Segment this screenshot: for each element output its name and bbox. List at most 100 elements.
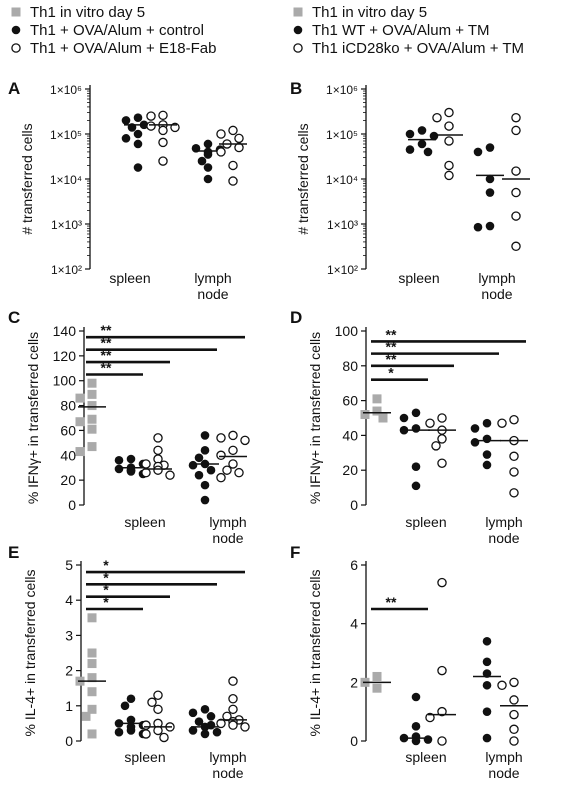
data-point-square bbox=[11, 7, 21, 17]
panel-label: E bbox=[8, 543, 19, 562]
data-point-filled bbox=[485, 174, 495, 184]
data-point-filled bbox=[417, 126, 427, 135]
data-point-square bbox=[75, 417, 85, 427]
data-point-square bbox=[360, 410, 370, 420]
data-point-filled bbox=[121, 134, 131, 143]
y-axis-label: # transferred cells bbox=[295, 123, 311, 234]
data-point-filled bbox=[11, 25, 21, 35]
data-point-open bbox=[228, 176, 238, 186]
data-point-filled bbox=[126, 454, 136, 464]
y-tick-label: 1×10² bbox=[327, 263, 358, 277]
data-point-open bbox=[444, 160, 454, 171]
data-point-open bbox=[228, 459, 238, 469]
panel-C: C 0 20 40 60 80 100 120 140 % IFNγ+ in transferre… bbox=[8, 308, 250, 546]
data-point-open bbox=[234, 467, 244, 478]
data-point-filled bbox=[411, 424, 421, 433]
data-point-filled bbox=[126, 715, 136, 725]
x-category-label: spleen bbox=[124, 514, 165, 530]
data-point-filled bbox=[470, 438, 480, 447]
data-point-open bbox=[444, 121, 454, 131]
data-point-open bbox=[228, 160, 238, 171]
data-point-filled bbox=[482, 680, 492, 690]
data-point-square bbox=[87, 442, 97, 452]
data-point-open bbox=[509, 677, 519, 688]
data-point-filled bbox=[482, 707, 492, 716]
data-point-open bbox=[511, 166, 521, 176]
data-point-filled bbox=[423, 735, 433, 744]
y-tick-label: 120 bbox=[53, 348, 77, 364]
y-tick-label: 5 bbox=[65, 557, 73, 573]
data-point-filled bbox=[473, 222, 483, 232]
data-point-filled bbox=[188, 708, 198, 718]
x-category-label: node bbox=[488, 530, 519, 546]
data-point-filled bbox=[423, 147, 433, 157]
y-tick-label: 1×10⁶ bbox=[326, 83, 358, 97]
data-point-filled bbox=[200, 729, 210, 739]
data-point-open bbox=[511, 241, 521, 252]
data-point-open bbox=[511, 211, 521, 221]
legend-label: Th1 WT + OVA/Alum + TM bbox=[312, 22, 490, 39]
data-point-filled bbox=[429, 131, 439, 141]
y-tick-label: 1×10² bbox=[51, 263, 82, 277]
data-point-filled bbox=[133, 113, 143, 123]
y-axis-label: # transferred cells bbox=[19, 123, 35, 234]
data-point-square bbox=[87, 613, 97, 623]
data-point-open bbox=[158, 156, 168, 166]
y-tick-label: 1×10³ bbox=[51, 218, 82, 232]
data-point-filled bbox=[482, 733, 492, 743]
data-point-square bbox=[372, 683, 382, 693]
data-point-filled bbox=[482, 418, 492, 428]
data-point-open bbox=[511, 187, 521, 198]
x-category-label: lymph bbox=[485, 749, 522, 765]
panel-F: F 0 2 4 6 % IL-4+ in transferred cells spleen l… bbox=[290, 543, 528, 781]
y-tick-label: 1×10⁴ bbox=[50, 173, 82, 187]
data-point-open bbox=[141, 720, 151, 730]
x-category-label: node bbox=[481, 286, 512, 302]
y-tick-label: 0 bbox=[68, 497, 76, 513]
data-point-open bbox=[159, 732, 169, 743]
y-tick-label: 1×10⁵ bbox=[50, 128, 82, 142]
data-point-filled bbox=[485, 221, 495, 231]
data-point-open bbox=[437, 413, 447, 423]
data-point-open bbox=[158, 110, 168, 121]
y-tick-label: 2 bbox=[350, 674, 358, 690]
x-category-label: lymph bbox=[209, 749, 246, 765]
legend-label: Th1 + OVA/Alum + E18-Fab bbox=[30, 40, 216, 57]
data-point-square bbox=[372, 394, 382, 404]
data-point-filled bbox=[133, 129, 143, 139]
data-point-square bbox=[87, 378, 97, 388]
data-point-open bbox=[509, 695, 519, 705]
x-category-label: node bbox=[212, 530, 243, 546]
data-point-filled bbox=[411, 408, 421, 418]
data-point-filled bbox=[114, 455, 124, 465]
significance-label: ** bbox=[386, 339, 397, 355]
panel-label: F bbox=[290, 543, 300, 562]
data-point-open bbox=[228, 430, 238, 441]
data-point-square bbox=[87, 673, 97, 683]
panel-E: E 0 1 2 3 4 5 % IL-4+ in transferred cells splee… bbox=[8, 543, 250, 781]
x-category-label: lymph bbox=[209, 514, 246, 530]
data-point-filled bbox=[482, 434, 492, 444]
y-axis-label: % IFNγ+ in transferred cells bbox=[25, 332, 41, 504]
x-category-label: spleen bbox=[398, 270, 439, 286]
data-point-square bbox=[75, 393, 85, 403]
data-point-filled bbox=[188, 726, 198, 735]
data-point-open bbox=[293, 43, 303, 53]
data-point-open bbox=[153, 465, 163, 475]
data-point-open bbox=[497, 680, 507, 691]
data-point-filled bbox=[405, 145, 415, 154]
data-point-square bbox=[87, 424, 97, 434]
data-point-open bbox=[216, 147, 226, 157]
data-point-open bbox=[216, 450, 226, 461]
y-tick-label: 60 bbox=[60, 422, 76, 438]
legend-label: Th1 in vitro day 5 bbox=[312, 4, 427, 21]
data-point-filled bbox=[482, 657, 492, 667]
data-point-open bbox=[153, 433, 163, 443]
data-point-open bbox=[228, 125, 238, 136]
significance-label: ** bbox=[101, 347, 112, 363]
data-point-filled bbox=[133, 139, 143, 149]
data-point-open bbox=[444, 170, 454, 181]
data-point-open bbox=[228, 694, 238, 704]
